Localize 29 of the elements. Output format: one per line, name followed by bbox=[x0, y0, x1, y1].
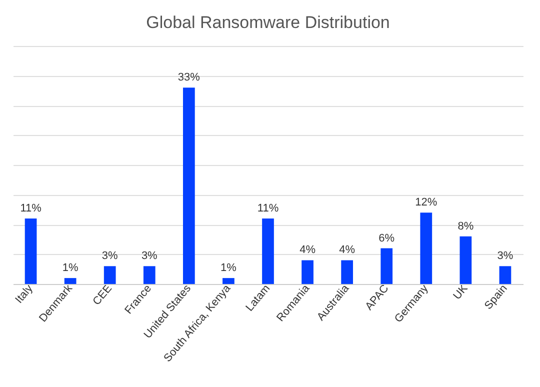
data-label: 8% bbox=[458, 220, 474, 232]
data-label: 4% bbox=[300, 244, 316, 256]
chart-title: Global Ransomware Distribution bbox=[146, 13, 390, 32]
data-label: 3% bbox=[102, 250, 118, 262]
bar bbox=[24, 218, 37, 284]
data-label: 6% bbox=[378, 232, 395, 244]
bar bbox=[341, 260, 353, 284]
bar bbox=[262, 218, 274, 284]
bar bbox=[222, 278, 234, 284]
x-tick-label: Italy bbox=[13, 282, 36, 306]
data-label: 3% bbox=[497, 250, 514, 262]
data-label: 11% bbox=[20, 202, 42, 215]
data-label: 11% bbox=[257, 202, 279, 215]
data-label: 33% bbox=[178, 72, 200, 84]
data-label: 1% bbox=[220, 262, 237, 274]
data-label: 4% bbox=[339, 244, 356, 256]
x-tick-label: UK bbox=[451, 282, 471, 302]
bar bbox=[499, 266, 512, 284]
bar bbox=[420, 212, 432, 284]
data-label: 12% bbox=[415, 196, 438, 209]
bar bbox=[104, 266, 116, 284]
bar bbox=[302, 260, 314, 284]
bar bbox=[460, 236, 472, 284]
bar bbox=[64, 278, 76, 284]
bar bbox=[380, 248, 393, 284]
data-label: 1% bbox=[62, 262, 78, 274]
bar bbox=[183, 88, 195, 284]
bar bbox=[143, 266, 156, 284]
data-label: 3% bbox=[141, 250, 158, 262]
